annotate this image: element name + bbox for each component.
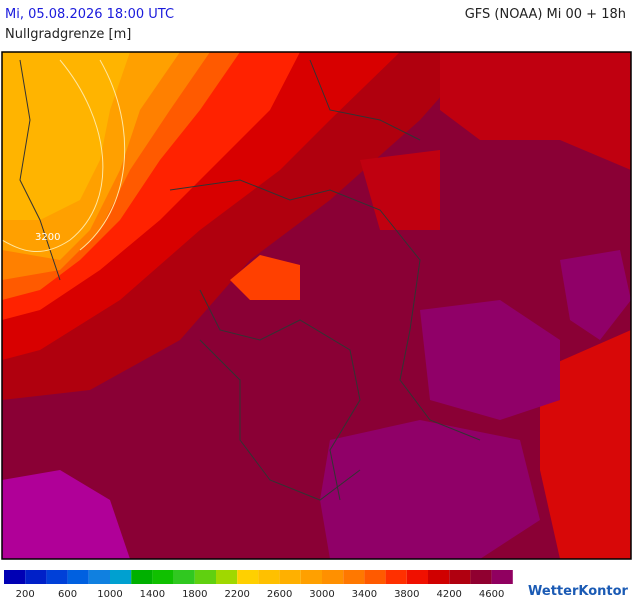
date: Mi, 05.08.2026 18:00 UTC [5,7,174,22]
legend-label: 3800 [394,589,419,600]
legend-swatch [491,570,513,584]
legend-swatch [258,570,280,584]
legend-swatch [470,570,492,584]
legend-swatch [25,570,47,584]
model: GFS (NOAA) Mi 00 + 18h [465,7,626,22]
legend-swatch [216,570,238,584]
legend-swatch [67,570,89,584]
legend-swatch [300,570,322,584]
legend-swatch [428,570,450,584]
legend-swatch [194,570,216,584]
legend-swatch [364,570,386,584]
legend-swatch [322,570,344,584]
legend-swatch [4,570,26,584]
map: 3200 [1,51,632,560]
legend-swatch [385,570,407,584]
legend-label: 1000 [97,589,122,600]
legend-label: 4600 [479,589,504,600]
legend-swatch [237,570,259,584]
legend-swatch [131,570,153,584]
legend-swatch [449,570,471,584]
legend-label: 3000 [309,589,334,600]
legend-label: 2600 [267,589,292,600]
legend-swatch [406,570,428,584]
legend-label: 2200 [224,589,249,600]
contour-label: 3200 [35,232,60,243]
legend-swatch [46,570,68,584]
legend-label: 1400 [140,589,165,600]
legend-label: 1800 [182,589,207,600]
legend-swatch [343,570,365,584]
color-legend: 200 600 1000 1400 1800 2200 2600 3000 3400 3800 42… [4,570,513,600]
legend-label: 4200 [436,589,461,600]
legend-label: 200 [16,589,35,600]
legend-swatch [173,570,195,584]
legend-swatch [152,570,174,584]
legend-swatch [279,570,301,584]
legend-swatch [88,570,110,584]
legend-swatch [110,570,132,584]
legend-label: 600 [58,589,77,600]
subtitle: Nullgradgrenze [m] [5,27,131,42]
legend-label: 3400 [352,589,377,600]
logo: WetterKontor [528,584,629,599]
